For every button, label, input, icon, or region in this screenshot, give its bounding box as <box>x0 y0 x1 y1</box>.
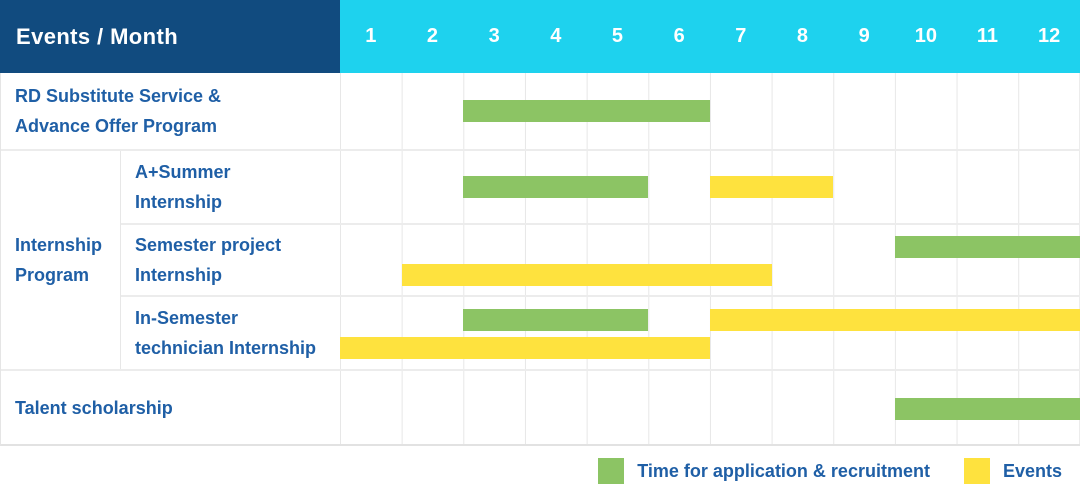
row-label-line: Internship <box>135 192 223 212</box>
gantt-bar-green <box>895 397 1080 420</box>
row-label-line: Semester project <box>135 235 282 255</box>
table-row-rd: RD Substitute Service & Advance Offer Pro… <box>1 73 1080 149</box>
row-label: Talent scholarship <box>1 371 340 444</box>
month-header-cell: 8 <box>796 25 809 47</box>
row-label-line: A+Summer <box>135 162 231 182</box>
header-events-month-label: Events / Month <box>0 0 340 73</box>
row-label-line: Program <box>15 265 90 285</box>
gantt-bar-yellow <box>710 309 1080 331</box>
month-header-cell: 6 <box>673 25 685 47</box>
gantt-bar-yellow <box>710 176 834 198</box>
table-row-a-plus-summer: A+Summer Internship <box>121 151 1080 223</box>
month-header-cell: 10 <box>914 25 937 47</box>
gantt-bar-green <box>463 309 649 331</box>
month-header-cell: 2 <box>426 25 439 47</box>
row-label-line: In-Semester <box>135 308 239 328</box>
group-subrows: A+Summer Internship Semester project Intern… <box>121 151 1080 369</box>
legend-swatch-green <box>598 458 625 484</box>
chart-legend: Time for application & recruitment Events <box>0 446 1080 496</box>
gantt-bar-green <box>463 100 710 122</box>
month-grid <box>340 151 1080 223</box>
row-label: In-Semester technician Internship <box>121 297 340 369</box>
month-header-cell: 12 <box>1038 25 1061 47</box>
month-header-row: 1 2 3 4 5 6 7 8 9 10 11 12 <box>340 0 1080 73</box>
gantt-table-body: RD Substitute Service & Advance Offer Pro… <box>0 73 1080 446</box>
month-grid <box>340 297 1080 369</box>
table-row-group-internship-program: Internship Program A+Summer Internship Semes… <box>1 149 1080 369</box>
month-header-cell: 4 <box>550 25 562 47</box>
table-header-row: Events / Month 1 2 3 4 5 6 7 8 9 10 11 12 <box>0 0 1080 73</box>
row-label-line: technician Internship <box>135 338 317 358</box>
legend-item-yellow: Events <box>963 458 1062 484</box>
row-label-line: Internship <box>135 265 223 285</box>
legend-label: Events <box>1002 460 1062 481</box>
table-row-in-semester: In-Semester technician Internship <box>121 295 1080 369</box>
row-label-line: Internship <box>15 235 103 255</box>
month-grid <box>340 371 1080 444</box>
row-label: A+Summer Internship <box>121 151 340 223</box>
gantt-bar-green <box>463 176 649 198</box>
month-header-cell: 1 <box>365 25 377 47</box>
legend-swatch-yellow <box>963 458 990 484</box>
month-grid <box>340 225 1080 295</box>
month-grid <box>340 73 1080 149</box>
legend-item-green: Time for application & recruitment <box>598 458 930 484</box>
month-header-cell: 3 <box>488 25 500 47</box>
row-label-line: Advance Offer Program <box>15 116 218 136</box>
gantt-bar-yellow <box>401 264 772 286</box>
row-label: RD Substitute Service & Advance Offer Pro… <box>1 73 340 149</box>
table-row-talent: Talent scholarship <box>1 369 1080 444</box>
legend-label: Time for application & recruitment <box>637 460 930 481</box>
month-header-cell: 9 <box>858 25 870 47</box>
gantt-bar-yellow <box>340 337 710 359</box>
month-header-cell: 11 <box>976 25 999 47</box>
month-header-cell: 5 <box>611 25 624 47</box>
row-label: Internship Program <box>1 151 121 369</box>
table-row-semester-project: Semester project Internship <box>121 223 1080 295</box>
gantt-bar-green <box>895 236 1080 258</box>
row-label-line: Talent scholarship <box>15 397 173 418</box>
month-header-cell: 7 <box>735 25 747 47</box>
row-label: Semester project Internship <box>121 225 340 295</box>
row-label-line: RD Substitute Service & <box>15 86 222 106</box>
